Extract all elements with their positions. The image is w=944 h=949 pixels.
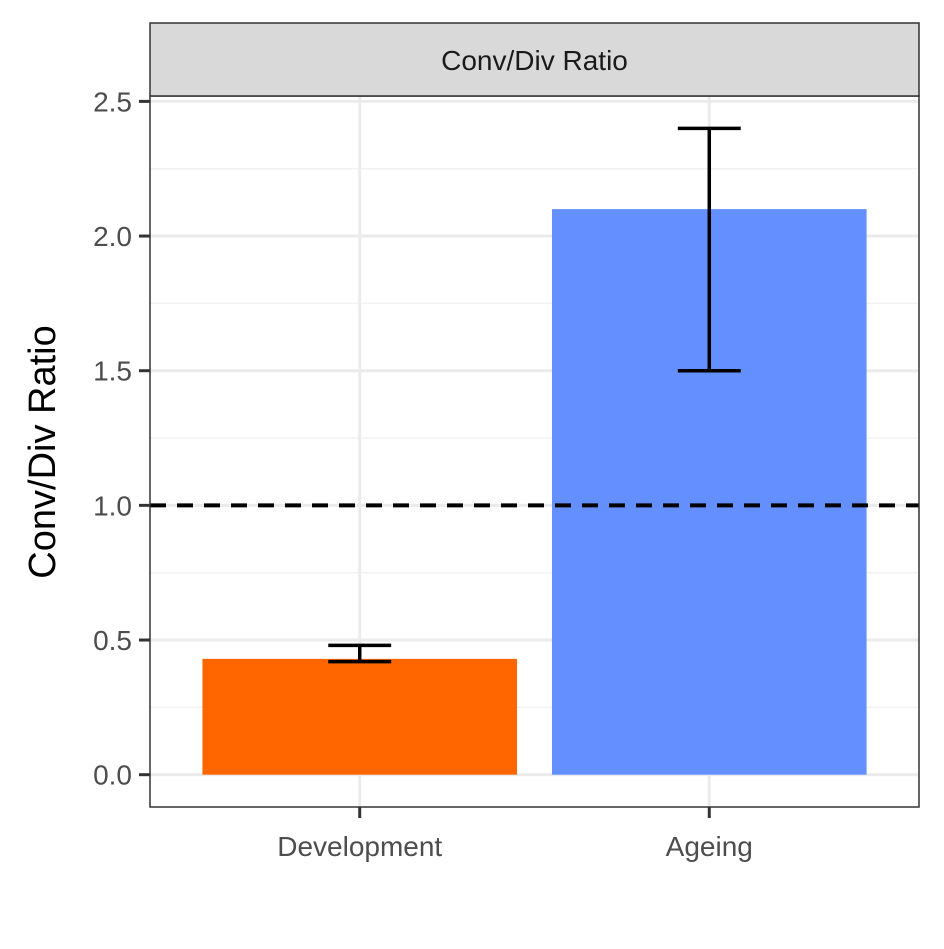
y-tick-label: 0.0 bbox=[93, 760, 132, 791]
x-tick-label: Development bbox=[277, 831, 442, 862]
y-tick-label: 1.0 bbox=[93, 490, 132, 521]
y-axis-label: Conv/Div Ratio bbox=[22, 325, 64, 578]
bar-development bbox=[202, 659, 517, 775]
y-tick-label: 2.0 bbox=[93, 221, 132, 252]
y-tick-label: 2.5 bbox=[93, 86, 132, 117]
facet-strip-label: Conv/Div Ratio bbox=[441, 45, 628, 76]
y-tick-label: 0.5 bbox=[93, 625, 132, 656]
x-tick-label: Ageing bbox=[666, 831, 753, 862]
y-tick-label: 1.5 bbox=[93, 356, 132, 387]
